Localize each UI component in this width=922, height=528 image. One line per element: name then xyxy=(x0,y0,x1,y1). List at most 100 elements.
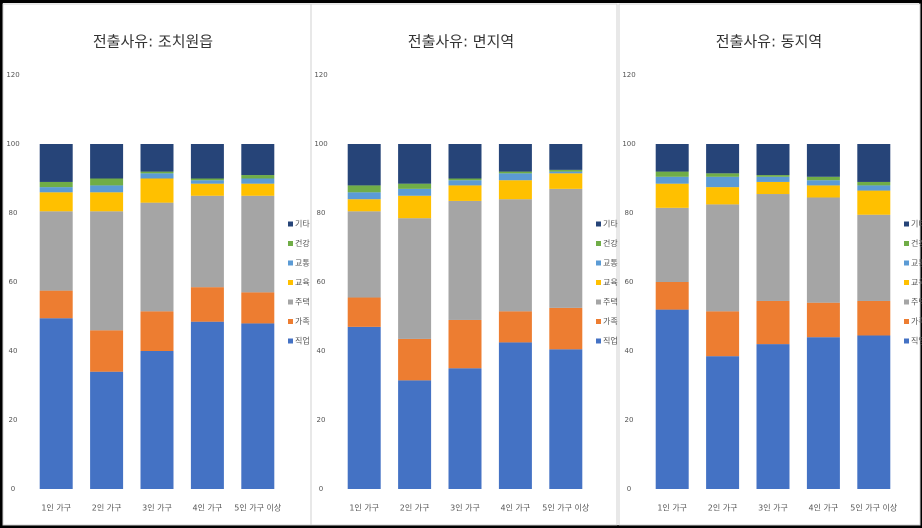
legend-label: 가족 xyxy=(911,317,922,326)
legend-swatch xyxy=(904,241,909,246)
legend-label: 주택 xyxy=(603,297,618,307)
bar-segment xyxy=(857,335,891,489)
bar-segment xyxy=(241,144,275,176)
x-tick-label: 2인 가구 xyxy=(92,503,122,513)
bar-segment xyxy=(347,144,381,186)
legend-swatch xyxy=(904,221,909,227)
x-tick-label: 3인 가구 xyxy=(142,503,172,513)
bar-segment xyxy=(498,199,532,312)
bar-segment xyxy=(39,187,73,193)
legend-label: 교육 xyxy=(911,278,922,287)
bar-segment xyxy=(857,214,891,301)
legend-label: 기타 xyxy=(603,220,618,229)
bar-segment xyxy=(549,173,583,189)
bar-segment xyxy=(140,173,174,179)
bar-segment xyxy=(655,176,689,184)
legend-swatch xyxy=(904,280,909,285)
bar-segment xyxy=(549,169,583,172)
bar-segment xyxy=(90,185,124,193)
bar-segment xyxy=(398,195,432,219)
bar-segment xyxy=(706,176,740,188)
bar-segment xyxy=(857,181,891,186)
legend-swatch xyxy=(288,221,293,227)
bar-segment xyxy=(190,144,224,179)
bar-segment xyxy=(655,144,689,172)
bar-segment xyxy=(140,144,174,172)
bar-segment xyxy=(448,368,482,489)
bar-segment xyxy=(241,175,275,179)
y-tick-label: 80 xyxy=(625,209,634,217)
legend-label: 교통 xyxy=(603,259,618,268)
bar-segment xyxy=(756,300,790,345)
bar-segment xyxy=(39,290,73,319)
x-tick-label: 5인 가구 이상 xyxy=(542,503,590,513)
bar-segment xyxy=(347,297,381,327)
legend-label: 주택 xyxy=(295,297,310,307)
legend-swatch xyxy=(596,221,601,227)
chart-title: 전출사유: 면지역 xyxy=(408,33,514,51)
y-tick-label: 0 xyxy=(319,485,323,493)
bar-segment xyxy=(398,380,432,489)
bar-segment xyxy=(190,183,224,196)
bar-segment xyxy=(39,318,73,489)
bar-segment xyxy=(655,282,689,310)
bar-segment xyxy=(857,185,891,191)
bar-segment xyxy=(448,319,482,369)
bar-segment xyxy=(806,337,840,489)
bar-segment xyxy=(140,178,174,203)
y-tick-label: 40 xyxy=(9,347,18,355)
legend-swatch xyxy=(904,299,909,305)
x-tick-label: 4인 가구 xyxy=(193,503,223,513)
bar-segment xyxy=(549,171,583,174)
legend-swatch xyxy=(596,280,601,285)
bar-segment xyxy=(706,187,740,205)
bar-segment xyxy=(190,195,224,288)
bar-segment xyxy=(756,194,790,301)
bar-segment xyxy=(398,188,432,196)
bar-segment xyxy=(398,183,432,189)
x-tick-label: 4인 가구 xyxy=(501,503,531,513)
legend-label: 교육 xyxy=(295,278,310,287)
bar-segment xyxy=(448,200,482,320)
legend-swatch xyxy=(596,299,601,305)
y-tick-label: 60 xyxy=(9,278,18,286)
legend-swatch xyxy=(288,338,293,344)
bar-segment xyxy=(756,175,790,177)
bar-segment xyxy=(90,144,124,179)
bar-segment xyxy=(498,342,532,489)
y-tick-label: 0 xyxy=(627,485,631,493)
bar-segment xyxy=(706,356,740,489)
y-tick-label: 80 xyxy=(317,209,326,217)
y-tick-label: 20 xyxy=(9,416,18,424)
x-tick-label: 5인 가구 이상 xyxy=(850,503,898,513)
bar-segment xyxy=(549,188,583,308)
legend-label: 가족 xyxy=(295,317,310,326)
bar-segment xyxy=(90,178,124,186)
x-tick-label: 3인 가구 xyxy=(758,503,788,513)
bar-segment xyxy=(448,178,482,181)
legend-swatch xyxy=(596,260,601,266)
legend-label: 기타 xyxy=(911,220,922,229)
bar-segment xyxy=(140,202,174,312)
bar-segment xyxy=(241,292,275,324)
bar-segment xyxy=(498,311,532,343)
y-tick-label: 100 xyxy=(6,140,19,148)
bar-segment xyxy=(806,176,840,181)
bar-segment xyxy=(398,338,432,381)
bar-segment xyxy=(140,171,174,174)
y-tick-label: 120 xyxy=(6,71,19,79)
bar-segment xyxy=(448,144,482,179)
bar-segment xyxy=(448,180,482,186)
x-tick-label: 1인 가구 xyxy=(41,503,71,513)
bar-segment xyxy=(190,178,224,181)
y-tick-label: 40 xyxy=(317,347,326,355)
bar-segment xyxy=(756,144,790,176)
bar-segment xyxy=(655,309,689,489)
legend-label: 건강 xyxy=(295,238,310,248)
bar-segment xyxy=(806,197,840,303)
legend-swatch xyxy=(596,338,601,344)
legend-swatch xyxy=(596,319,601,324)
bar-segment xyxy=(498,171,532,174)
bar-segment xyxy=(549,349,583,489)
